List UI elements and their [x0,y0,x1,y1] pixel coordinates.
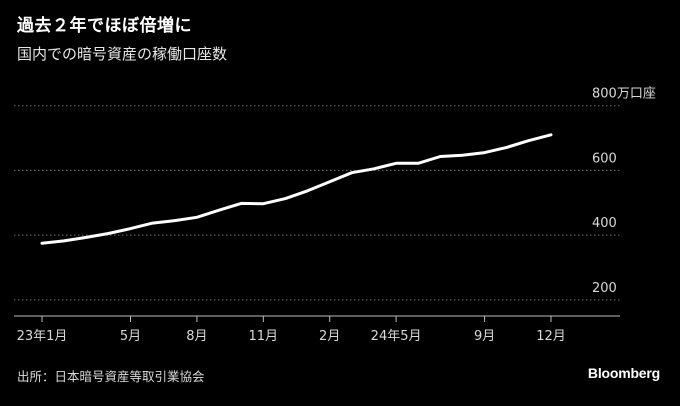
chart-title: 過去２年でほぼ倍増に [17,16,192,36]
x-tick-label: 24年5月 [371,329,422,344]
y-tick-label: 200 [592,281,617,296]
y-tick-label: 800万口座 [592,87,656,102]
x-tick-label: 2月 [319,329,340,344]
y-tick-label: 600 [592,151,617,166]
x-tick-label: 12月 [536,329,566,344]
x-tick-label: 8月 [186,329,207,344]
bloomberg-logo: Bloomberg [587,365,660,381]
chart-subtitle: 国内での暗号資産の稼働口座数 [17,45,228,63]
x-tick-label: 23年1月 [17,329,68,344]
x-tick-label: 5月 [120,329,141,344]
source-note: 出所：日本暗号資産等取引業協会 [17,369,205,384]
series-line [40,133,553,245]
x-tick-label: 9月 [474,329,495,344]
x-tick-label: 11月 [249,329,279,344]
y-tick-label: 400 [592,216,617,231]
